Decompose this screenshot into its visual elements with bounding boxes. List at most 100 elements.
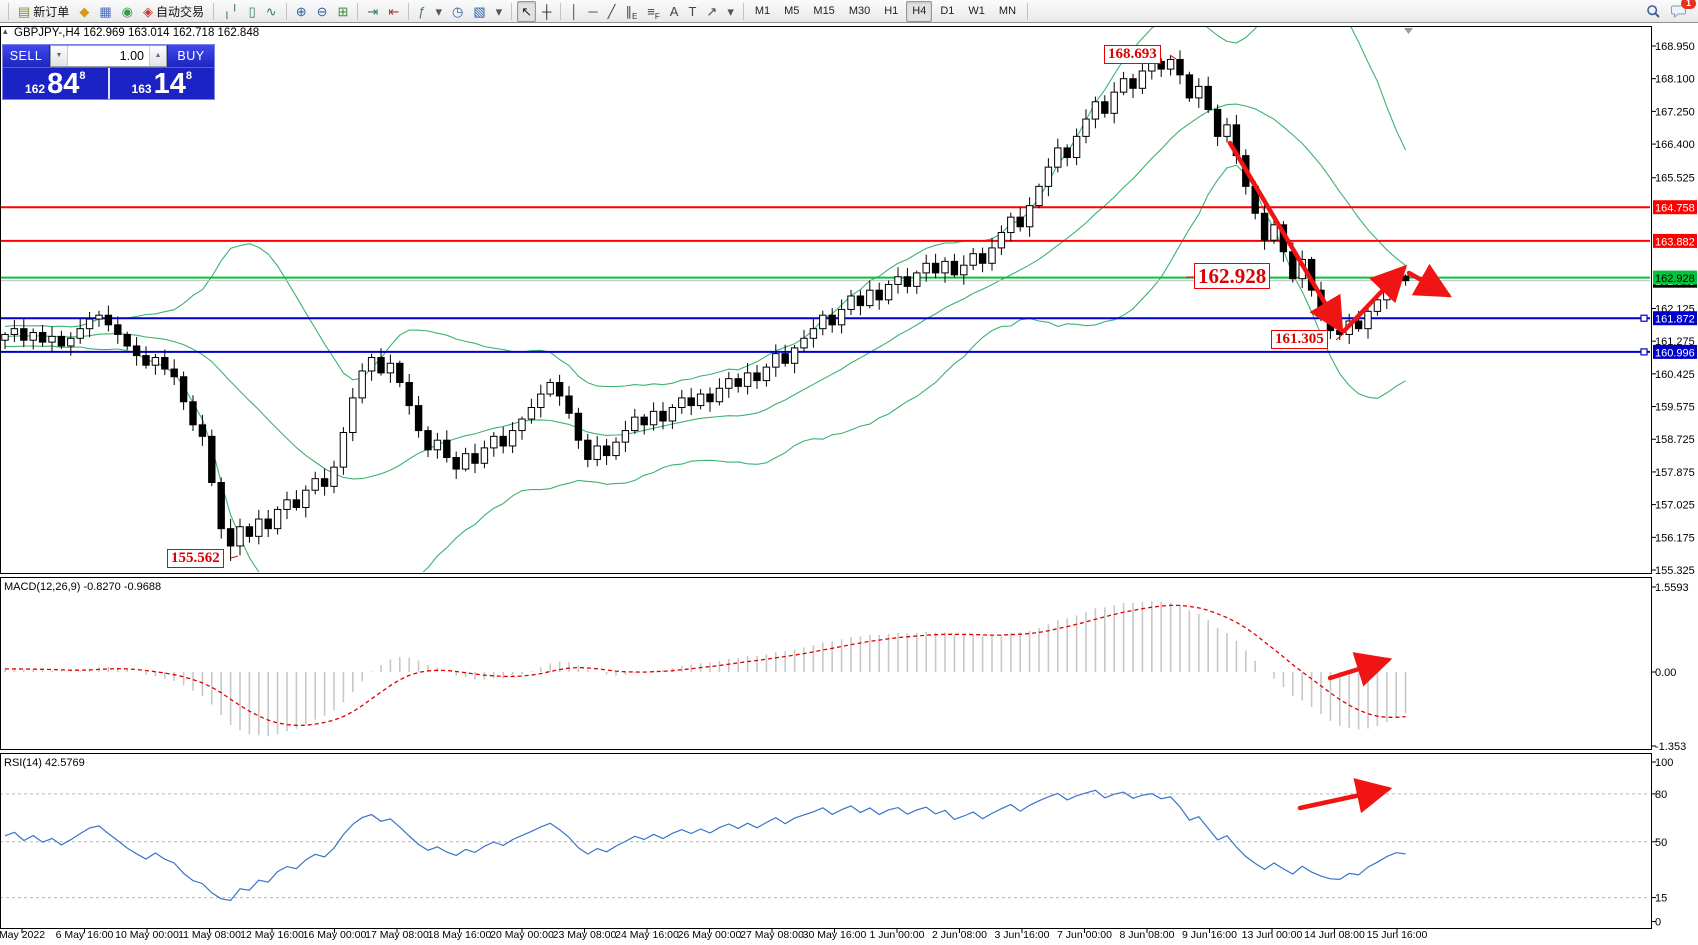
timeframe-button-m5[interactable]: M5 xyxy=(784,5,800,17)
chart-ohlc-header: GBPJPY-,H4 162.969 163.014 162.718 162.8… xyxy=(14,27,260,39)
arrows-icon[interactable]: ↗ xyxy=(702,1,721,22)
chat-icon[interactable]: 1 xyxy=(1667,0,1696,22)
timeframe-button-d1[interactable]: D1 xyxy=(940,5,955,17)
volume-input[interactable]: 1.00 xyxy=(119,49,144,63)
cursor-icon[interactable]: ↖ xyxy=(517,0,537,22)
price-annotation[interactable]: 161.305 xyxy=(1271,330,1328,349)
timeframe-button-h4[interactable]: H4 xyxy=(906,0,933,22)
auto-trading-icon: ◈ xyxy=(142,3,153,19)
price-axis[interactable]: 168.950168.100167.250166.400165.525162.1… xyxy=(1651,41,1697,577)
rsi-axis-label: 0 xyxy=(1655,917,1661,929)
sell-button[interactable]: SELL xyxy=(3,45,49,67)
notification-badge[interactable]: 1 xyxy=(1681,0,1696,9)
volume-increase-button[interactable]: ▲ xyxy=(149,46,166,66)
macd-signal-line xyxy=(5,604,1406,727)
collapse-caret-icon[interactable]: ▴ xyxy=(3,26,8,36)
auto-trading-icon-label: 自动交易 xyxy=(155,4,204,19)
vertical-line-icon[interactable]: │ xyxy=(566,1,582,22)
bid-price[interactable]: 162 84 8 xyxy=(3,68,108,99)
toolbar: ▤ 新订单 ◆ ▦ ◉ ◈ 自动交易 ╷╵ ▯ ∿ ⊕ ⊖ ⊞ ⇥ ⇤ ƒ ▾ ◷ ▧ ▾ ↖ ┼ │ ─ ╱ ∥ E ≡ F A T ↗ ▾ M… xyxy=(0,0,1698,23)
auto-trading-icon[interactable]: ◈ 自动交易 xyxy=(139,1,208,22)
vertical-line-icon: │ xyxy=(570,3,579,19)
svg-text:23 May 08:00: 23 May 08:00 xyxy=(553,929,617,941)
svg-text:160.996: 160.996 xyxy=(1655,347,1695,359)
candlestick-chart-icon: ▯ xyxy=(248,3,256,19)
ask-sup-digit: 8 xyxy=(185,70,192,82)
timeframe-button-m15[interactable]: M15 xyxy=(813,5,835,17)
volume-stepper: ▼ 1.00 ▲ xyxy=(50,45,167,67)
gold-icon[interactable]: ◆ xyxy=(75,1,93,22)
horizontal-line-icon[interactable]: ─ xyxy=(584,1,601,22)
svg-text:167.250: 167.250 xyxy=(1655,106,1695,118)
svg-text:2 Jun 08:00: 2 Jun 08:00 xyxy=(932,929,987,941)
indicators-dropdown-icon[interactable]: ▾ xyxy=(431,1,446,22)
bar-chart-icon[interactable]: ╷╵ xyxy=(219,1,243,22)
chart-shift-icon[interactable]: ⇤ xyxy=(384,1,403,22)
buy-button[interactable]: BUY xyxy=(168,45,214,67)
svg-text:26 May 00:00: 26 May 00:00 xyxy=(678,929,742,941)
svg-text:27 May 08:00: 27 May 08:00 xyxy=(740,929,804,941)
crosshair-icon[interactable]: ┼ xyxy=(538,1,555,22)
new-order-icon[interactable]: ▤ 新订单 xyxy=(14,1,73,22)
text-label-icon[interactable]: T xyxy=(684,1,700,22)
ask-price[interactable]: 163 14 8 xyxy=(107,68,215,100)
toolbar-separator xyxy=(1027,2,1029,20)
horizontal-line-icon: ─ xyxy=(588,3,598,19)
text-label-icon: T xyxy=(688,3,697,19)
macd-axis-label: 0.00 xyxy=(1655,667,1676,679)
template-icon[interactable]: ▧ xyxy=(469,1,489,22)
price-annotation[interactable]: 168.693 xyxy=(1104,45,1161,64)
volume-decrease-button[interactable]: ▼ xyxy=(51,46,68,66)
candlestick-chart-icon[interactable]: ▯ xyxy=(245,1,260,22)
svg-text:160.425: 160.425 xyxy=(1655,369,1695,381)
market-watch-icon[interactable]: ▦ xyxy=(95,1,115,22)
gold-icon: ◆ xyxy=(79,3,90,19)
equidistant-channel-icon[interactable]: ∥ E xyxy=(625,3,638,21)
zoom-out-icon[interactable]: ⊖ xyxy=(313,1,332,22)
svg-text:7 Jun 00:00: 7 Jun 00:00 xyxy=(1057,929,1112,941)
signal-icon: ◉ xyxy=(121,3,133,19)
svg-text:165.525: 165.525 xyxy=(1655,173,1695,185)
timeframe-button-mn[interactable]: MN xyxy=(998,5,1017,17)
tile-windows-icon[interactable]: ⊞ xyxy=(334,1,353,22)
timeframe-button-m30[interactable]: M30 xyxy=(848,5,871,17)
one-click-trading-panel: SELL ▼ 1.00 ▲ BUY 162 84 8 163 14 8 xyxy=(2,44,215,100)
bid-sup-digit: 8 xyxy=(79,70,86,82)
text-icon[interactable]: A xyxy=(666,1,683,22)
svg-text:15 Jun 16:00: 15 Jun 16:00 xyxy=(1367,929,1428,941)
ask-big-digits: 14 xyxy=(153,68,186,100)
ask-prefix: 163 xyxy=(131,82,152,96)
bid-prefix: 162 xyxy=(25,82,46,96)
svg-text:166.400: 166.400 xyxy=(1655,139,1695,151)
svg-text:10 May 00:00: 10 May 00:00 xyxy=(115,929,179,941)
auto-scroll-icon[interactable]: ⇥ xyxy=(363,1,382,22)
chart-shift-marker[interactable] xyxy=(1404,28,1413,34)
indicators-icon[interactable]: ƒ xyxy=(414,1,429,22)
svg-text:3 Jun 16:00: 3 Jun 16:00 xyxy=(995,929,1050,941)
trendline-icon[interactable]: ╱ xyxy=(604,1,620,22)
price-annotation[interactable]: 155.562 xyxy=(167,549,224,568)
timeframe-button-m1[interactable]: M1 xyxy=(754,5,771,17)
search-icon[interactable] xyxy=(1642,1,1665,22)
period-icon[interactable]: ◷ xyxy=(448,1,467,22)
signal-icon[interactable]: ◉ xyxy=(118,1,137,22)
horizontal-levels[interactable] xyxy=(0,206,1651,353)
zoom-in-icon: ⊕ xyxy=(295,3,307,19)
period-icon: ◷ xyxy=(451,3,464,19)
template-icon: ▧ xyxy=(473,3,486,19)
zoom-in-icon[interactable]: ⊕ xyxy=(292,1,311,22)
arrows-dropdown-icon[interactable]: ▾ xyxy=(723,1,738,22)
template-dropdown-icon[interactable]: ▾ xyxy=(492,1,507,22)
timeframe-button-w1[interactable]: W1 xyxy=(968,5,985,17)
fibonacci-icon[interactable]: ≡ F xyxy=(647,3,660,21)
line-chart-icon[interactable]: ∿ xyxy=(262,1,281,22)
timeframe-button-h1[interactable]: H1 xyxy=(884,5,899,17)
rsi-axis-label: 100 xyxy=(1655,757,1673,769)
bar-chart-icon: ╷╵ xyxy=(222,3,239,19)
new-order-icon-label: 新订单 xyxy=(33,4,70,19)
time-axis[interactable]: May 2022 6 May 16:00 10 May 00:00 11 May 08… xyxy=(0,929,1428,941)
price-annotation[interactable]: 162.928 xyxy=(1194,263,1271,289)
equidistant-channel-icon: ∥ xyxy=(625,3,632,19)
